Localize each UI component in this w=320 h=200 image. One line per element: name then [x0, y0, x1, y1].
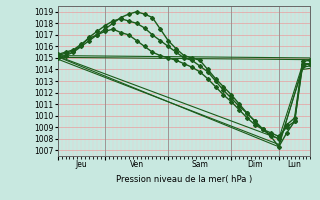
Text: Jeu: Jeu	[76, 160, 87, 169]
Text: Ven: Ven	[130, 160, 144, 169]
Text: Dim: Dim	[247, 160, 263, 169]
Text: Sam: Sam	[191, 160, 208, 169]
X-axis label: Pression niveau de la mer( hPa ): Pression niveau de la mer( hPa )	[116, 175, 252, 184]
Text: Lun: Lun	[288, 160, 301, 169]
